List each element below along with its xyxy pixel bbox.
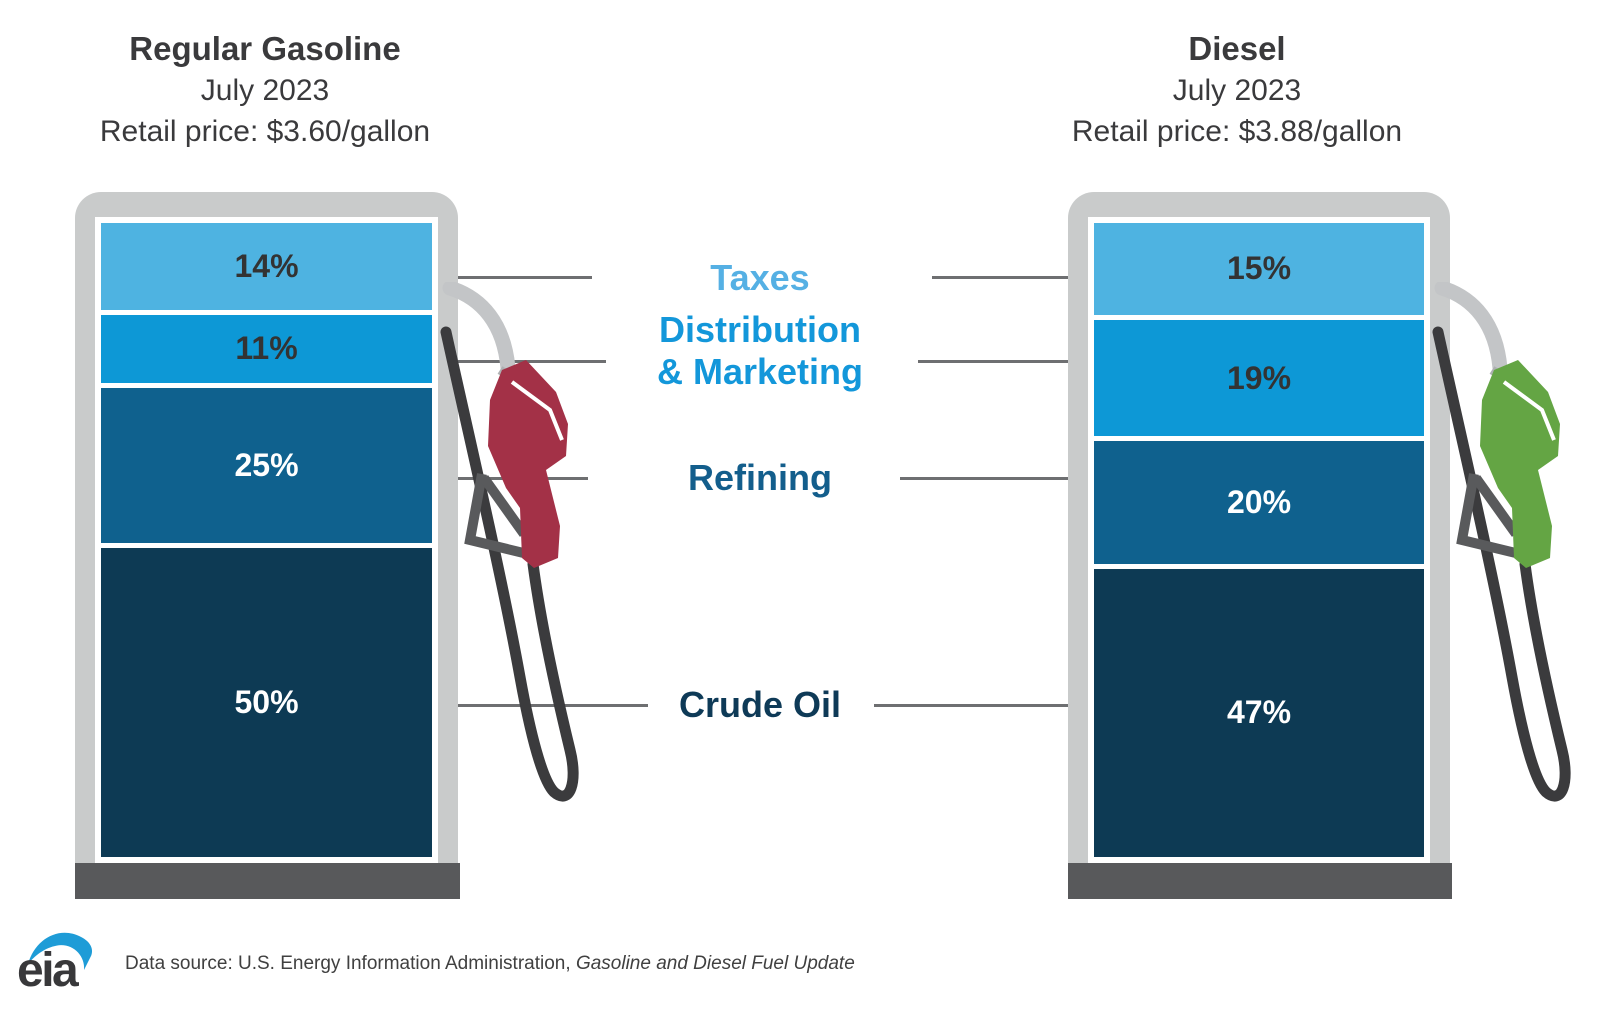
gasoline-taxes-value: 14% <box>234 247 299 284</box>
diesel-title: Diesel <box>1188 30 1286 67</box>
gasoline-refining-value: 25% <box>234 446 299 483</box>
diesel-distribution-value: 19% <box>1226 359 1292 396</box>
diesel-segment-crude-oil: 47% <box>1094 568 1424 858</box>
diesel-trigger <box>1471 475 1521 537</box>
gasoline-title-block: Regular Gasoline July 2023 Retail price:… <box>55 28 475 152</box>
gasoline-retail-price: Retail price: $3.60/gallon <box>99 115 431 148</box>
taxes-connector-left <box>458 276 592 279</box>
crude-oil-connector-right <box>874 704 1068 707</box>
refining-connector-right <box>900 477 1068 480</box>
eia-logo-swoosh-icon <box>27 932 93 970</box>
diesel-segment-refining: 20% <box>1094 441 1424 564</box>
taxes-connector-right <box>932 276 1068 279</box>
distribution-connector-left <box>458 360 606 363</box>
gasoline-hose <box>440 326 579 802</box>
gasoline-distribution-value: 11% <box>235 330 298 367</box>
diesel-pump-display: 15% 19% 20% 47% <box>1088 217 1430 863</box>
diesel-segment-distribution: 19% <box>1094 319 1424 437</box>
eia-logo-text: eia <box>17 944 79 997</box>
legend-distribution-line1: Distribution <box>659 309 861 350</box>
legend-distribution-line2: & Marketing <box>656 351 864 392</box>
gasoline-trigger-guard <box>464 473 538 561</box>
gasoline-crude-oil-value: 50% <box>234 683 299 720</box>
gasoline-title: Regular Gasoline <box>129 30 401 67</box>
diesel-refining-value: 20% <box>1226 484 1292 521</box>
gasoline-segment-taxes: 14% <box>101 223 432 310</box>
eia-logo: eia <box>15 922 111 1000</box>
crude-oil-connector-left <box>458 704 648 707</box>
gasoline-supply-hose <box>442 282 516 376</box>
diesel-period: July 2023 <box>1172 74 1302 107</box>
diesel-trigger-guard <box>1456 473 1530 561</box>
diesel-segment-taxes: 15% <box>1094 223 1424 315</box>
diesel-nozzle-icon <box>1432 282 1600 827</box>
gasoline-period: July 2023 <box>200 74 330 107</box>
gasoline-trigger <box>479 475 529 537</box>
data-source-publication: Gasoline and Diesel Fuel Update <box>575 953 855 974</box>
diesel-title-block: Diesel July 2023 Retail price: $3.88/gal… <box>1027 28 1447 152</box>
gasoline-nozzle-body <box>488 360 568 568</box>
data-source-note: Data source: U.S. Energy Information Adm… <box>125 953 855 975</box>
legend-taxes: Taxes <box>710 257 810 298</box>
distribution-connector-right <box>918 360 1068 363</box>
diesel-taxes-value: 15% <box>1226 250 1292 287</box>
diesel-supply-hose <box>1434 282 1508 376</box>
diesel-pump-base <box>1068 863 1452 899</box>
gasoline-pump-display: 14% 11% 25% 50% <box>95 217 438 863</box>
diesel-nozzle-body <box>1480 360 1560 568</box>
diesel-nozzle-highlight <box>1502 380 1556 441</box>
diesel-crude-oil-value: 47% <box>1226 694 1292 731</box>
legend-crude-oil: Crude Oil <box>678 684 842 725</box>
gasoline-pump-base <box>75 863 460 899</box>
legend-refining: Refining <box>688 457 832 498</box>
gasoline-segment-crude-oil: 50% <box>101 547 432 857</box>
gasoline-pump: 14% 11% 25% 50% <box>75 192 458 863</box>
data-source-prefix: Data source: U.S. Energy Information Adm… <box>125 953 576 974</box>
gasoline-segment-refining: 25% <box>101 387 432 543</box>
gasoline-nozzle-icon <box>440 282 630 827</box>
diesel-hose <box>1432 326 1571 802</box>
diesel-pump: 15% 19% 20% 47% <box>1068 192 1450 863</box>
legend-distribution-marketing: Distribution & Marketing <box>560 309 960 393</box>
gasoline-nozzle-highlight <box>510 380 564 441</box>
gasoline-segment-distribution: 11% <box>101 314 432 383</box>
diesel-retail-price: Retail price: $3.88/gallon <box>1071 115 1403 148</box>
